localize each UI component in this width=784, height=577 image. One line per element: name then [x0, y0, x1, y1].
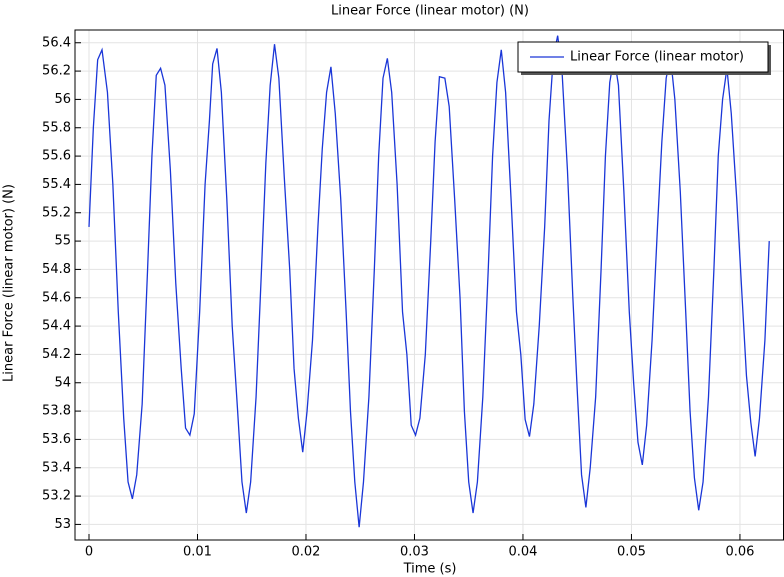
data-line [88, 35, 770, 528]
y-tick-label: 55.6 [42, 149, 71, 164]
x-axis-label: Time (s) [403, 562, 457, 577]
y-tick-label: 53.2 [42, 489, 71, 504]
y-tick-label: 53.4 [42, 460, 71, 475]
y-tick-label: 56.2 [42, 64, 71, 79]
y-tick-label: 53.8 [42, 404, 71, 419]
y-tick-label: 54 [54, 375, 71, 390]
x-tick-label: 0.02 [292, 545, 321, 560]
y-tick-label: 53 [54, 517, 71, 532]
grid [75, 30, 784, 540]
y-tick-label: 54.2 [42, 347, 71, 362]
y-tick-label: 55 [54, 234, 71, 249]
y-tick-label: 53.6 [42, 432, 71, 447]
y-tick-label: 54.4 [42, 319, 71, 334]
plot-area [88, 35, 770, 528]
legend: Linear Force (linear motor) [517, 41, 771, 75]
x-tick-label: 0.03 [400, 545, 429, 560]
y-tick-label: 54.8 [42, 262, 71, 277]
y-tick-label: 55.8 [42, 120, 71, 135]
x-tick-label: 0.01 [183, 545, 212, 560]
x-tick-label: 0.06 [725, 545, 754, 560]
x-tick-label: 0.05 [617, 545, 646, 560]
x-tick-label: 0.04 [508, 545, 537, 560]
chart-title: Linear Force (linear motor) (N) [331, 4, 529, 19]
legend-label: Linear Force (linear motor) [570, 50, 744, 65]
x-tick-label: 0 [85, 545, 93, 560]
y-tick-label: 56.4 [42, 35, 71, 50]
y-axis-label: Linear Force (linear motor) (N) [2, 184, 17, 382]
y-tick-label: 55.4 [42, 177, 71, 192]
axes: 53 53.2 53.4 53.6 53.8 54 54.2 54.4 54.6 54.8 55 55… [42, 29, 784, 560]
y-tick-label: 54.6 [42, 290, 71, 305]
y-tick-label: 56 [54, 92, 71, 107]
y-tick-label: 55.2 [42, 205, 71, 220]
